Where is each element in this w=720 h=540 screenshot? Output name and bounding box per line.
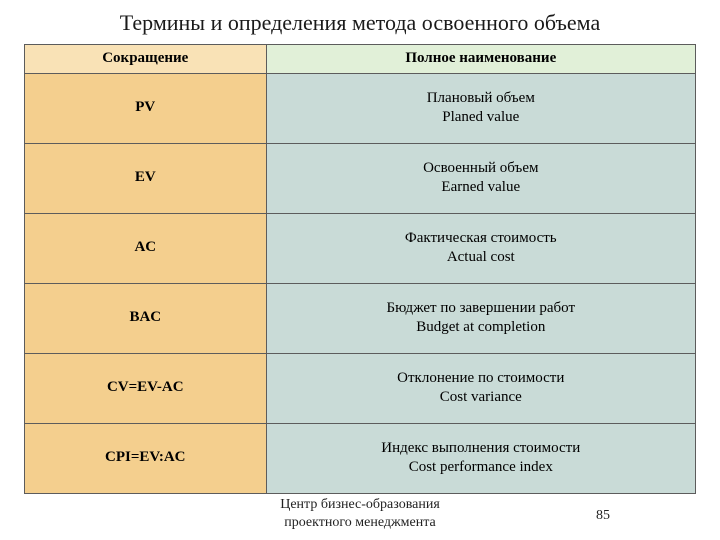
header-abbr: Сокращение	[25, 45, 267, 74]
cell-full: Бюджет по завершении работ Budget at com…	[266, 283, 695, 353]
cell-full-line2: Budget at completion	[416, 319, 545, 335]
cell-full-line2: Cost variance	[440, 389, 522, 405]
cell-full-line2: Planed value	[442, 109, 519, 125]
table-row: EV Освоенный объем Earned value	[25, 143, 696, 213]
cell-abbr: BAC	[25, 283, 267, 353]
table-row: PV Плановый объем Planed value	[25, 73, 696, 143]
table-row: BAC Бюджет по завершении работ Budget at…	[25, 283, 696, 353]
footer-line1: Центр бизнес-образования	[280, 497, 440, 512]
footer-text: Центр бизнес-образования проектного мене…	[0, 496, 720, 532]
header-full: Полное наименование	[266, 45, 695, 74]
cell-full-line1: Отклонение по стоимости	[397, 370, 564, 386]
cell-full-line2: Cost performance index	[409, 459, 553, 475]
cell-full-line1: Бюджет по завершении работ	[387, 300, 576, 316]
cell-abbr: AC	[25, 213, 267, 283]
cell-full: Индекс выполнения стоимости Cost perform…	[266, 423, 695, 493]
cell-full-line1: Индекс выполнения стоимости	[381, 440, 580, 456]
cell-abbr: CPI=EV:AC	[25, 423, 267, 493]
table-row: AC Фактическая стоимость Actual cost	[25, 213, 696, 283]
cell-full: Отклонение по стоимости Cost variance	[266, 353, 695, 423]
footer-line2: проектного менеджмента	[284, 515, 435, 530]
page-number: 85	[596, 508, 610, 524]
cell-abbr: PV	[25, 73, 267, 143]
slide-title: Термины и определения метода освоенного …	[24, 10, 696, 36]
cell-full: Плановый объем Planed value	[266, 73, 695, 143]
cell-abbr: EV	[25, 143, 267, 213]
cell-full-line1: Плановый объем	[427, 90, 535, 106]
terms-table: Сокращение Полное наименование PV Планов…	[24, 44, 696, 494]
table-row: CPI=EV:AC Индекс выполнения стоимости Co…	[25, 423, 696, 493]
cell-full: Фактическая стоимость Actual cost	[266, 213, 695, 283]
cell-full-line1: Фактическая стоимость	[405, 230, 557, 246]
table-header-row: Сокращение Полное наименование	[25, 45, 696, 74]
table-row: CV=EV-AC Отклонение по стоимости Cost va…	[25, 353, 696, 423]
cell-full-line2: Actual cost	[447, 249, 515, 265]
cell-full-line1: Освоенный объем	[423, 160, 538, 176]
cell-full: Освоенный объем Earned value	[266, 143, 695, 213]
cell-full-line2: Earned value	[441, 179, 520, 195]
cell-abbr: CV=EV-AC	[25, 353, 267, 423]
slide-container: Термины и определения метода освоенного …	[0, 0, 720, 540]
